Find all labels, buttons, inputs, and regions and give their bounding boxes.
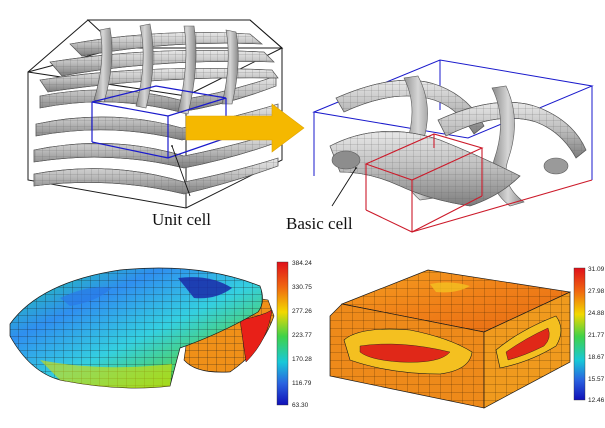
- right-tick-2: 24.88: [588, 310, 605, 317]
- left-tick-4: 170.28: [292, 356, 312, 363]
- left-colorbar-gradient: [276, 261, 289, 406]
- right-tick-3: 21.77: [588, 332, 605, 339]
- left-tick-3: 223.77: [292, 332, 312, 339]
- left-tick-6: 63.30: [292, 402, 309, 409]
- right-contour-plot: [329, 269, 572, 409]
- left-colorbar: 384.24 330.75 277.26 223.77 170.28 116.7…: [276, 260, 312, 409]
- right-tick-5: 15.57: [588, 376, 605, 383]
- unit-cell-model: [27, 19, 284, 209]
- right-colorbar-gradient: [573, 267, 586, 401]
- basic-cell-pointer: [331, 167, 357, 207]
- basic-cell-label: Basic cell: [286, 214, 353, 233]
- right-tick-0: 31.09: [588, 266, 605, 273]
- unit-cell-pointer: [171, 145, 191, 197]
- unit-cell-label: Unit cell: [152, 210, 212, 229]
- basic-cell-yarns: [329, 75, 587, 207]
- left-tick-0: 384.24: [292, 260, 312, 267]
- right-tick-6: 12.46: [588, 397, 605, 404]
- right-colorbar: 31.09 27.98 24.88 21.77 18.67 15.57 12.4…: [573, 266, 605, 404]
- left-tick-1: 330.75: [292, 284, 312, 291]
- top-surface-yarns: [39, 23, 279, 115]
- basic-inner-box: [364, 133, 593, 233]
- left-tick-2: 277.26: [292, 308, 312, 315]
- basic-cell-model: [312, 59, 594, 233]
- transform-arrow: [185, 103, 305, 153]
- left-contour-plot: [9, 267, 275, 389]
- right-tick-1: 27.98: [588, 288, 605, 295]
- left-tick-5: 116.79: [292, 380, 312, 387]
- right-tick-4: 18.67: [588, 354, 605, 361]
